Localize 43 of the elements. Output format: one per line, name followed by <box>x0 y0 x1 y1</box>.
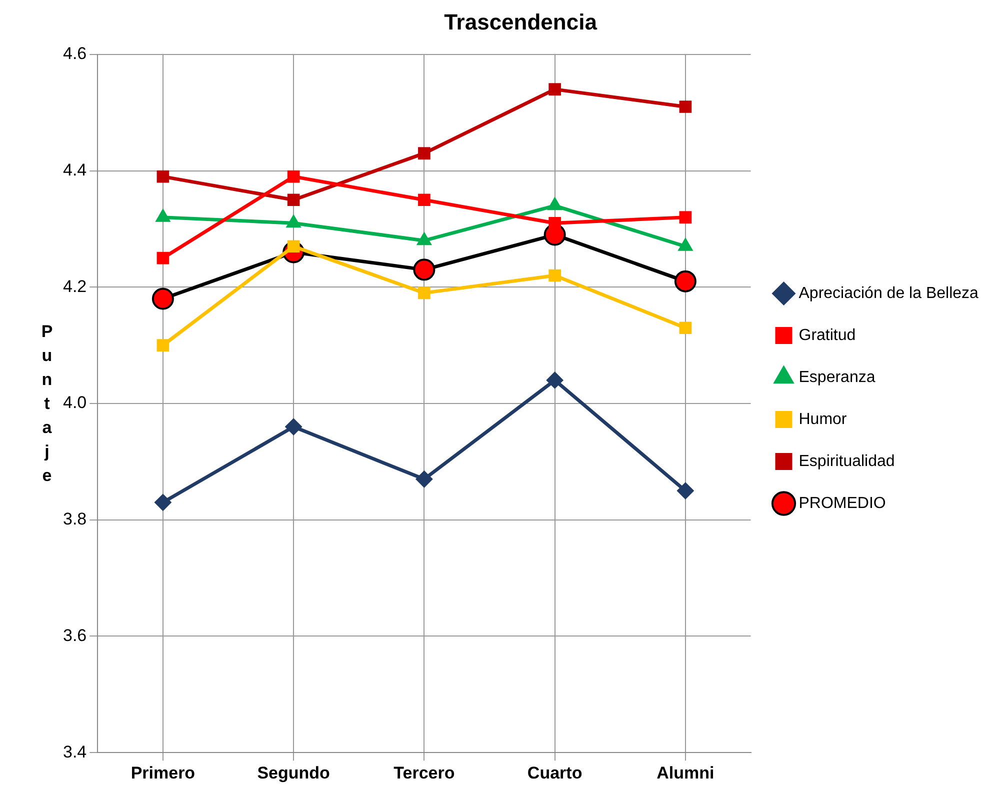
x-tick-label: Cuarto <box>527 763 582 782</box>
point <box>674 270 696 292</box>
point <box>287 240 300 253</box>
legend-label: Gratitud <box>798 326 856 344</box>
x-tick-label: Primero <box>130 763 196 782</box>
point <box>287 194 300 206</box>
legend-label: Apreciación de la Belleza <box>798 284 979 302</box>
point <box>416 470 433 488</box>
point <box>152 288 174 310</box>
point <box>156 252 170 264</box>
point <box>679 322 692 334</box>
point <box>156 339 170 352</box>
point <box>285 418 302 436</box>
point <box>413 258 436 281</box>
point <box>548 269 561 282</box>
point <box>679 100 692 113</box>
x-tick-label: Alumni <box>656 763 714 782</box>
x-tick-label: Tercero <box>394 763 455 782</box>
point <box>546 372 564 389</box>
chart-title: Trascendencia <box>444 9 598 34</box>
point <box>287 170 300 183</box>
point <box>418 286 430 300</box>
y-tick-label: 3.6 <box>62 626 87 645</box>
legend-label: Esperanza <box>798 368 876 386</box>
point <box>154 494 172 511</box>
x-tick-label: Segundo <box>257 763 330 782</box>
y-axis-title: Puntaje <box>40 321 54 487</box>
point <box>679 211 692 224</box>
legend-label: Humor <box>798 410 848 428</box>
legend-label: Espiritualidad <box>798 452 895 470</box>
point <box>676 482 694 500</box>
point <box>548 83 561 96</box>
y-tick-label: 3.8 <box>62 510 87 529</box>
y-tick-label: 4.0 <box>62 393 87 412</box>
point <box>418 194 430 206</box>
y-tick-label: 4.2 <box>62 276 87 296</box>
y-tick-label: 4.6 <box>62 44 87 64</box>
y-tick-label: 3.4 <box>62 742 87 762</box>
legend-label: PROMEDIO <box>798 494 886 512</box>
point <box>548 216 561 230</box>
point <box>156 170 170 183</box>
y-tick-label: 4.4 <box>62 160 87 180</box>
point <box>418 147 430 160</box>
